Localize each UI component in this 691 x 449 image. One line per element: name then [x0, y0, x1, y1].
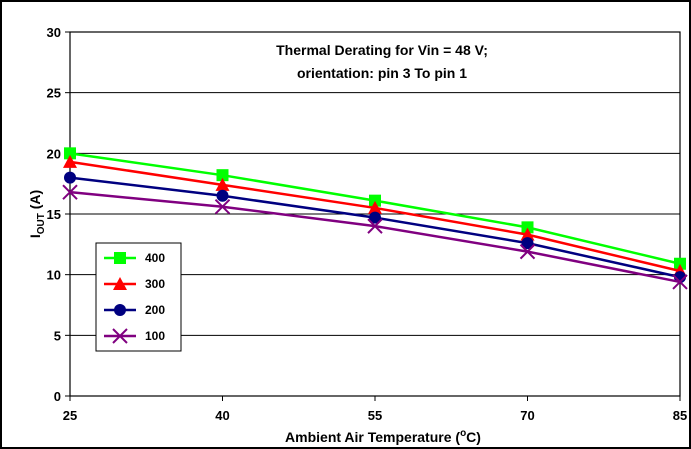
- data-point-400-70: [521, 221, 534, 234]
- data-point-400-55: [369, 194, 381, 207]
- y-tick-label-15: 15: [47, 207, 61, 222]
- legend: 400 300 200 100: [95, 242, 182, 352]
- x-axis-label-main: Ambient Air Temperature (: [285, 429, 460, 445]
- x-tick-label-55: 55: [368, 408, 382, 423]
- legend-box: [95, 242, 182, 352]
- data-point-400-25: [64, 147, 76, 160]
- x-axis-ticks: 25 40 55 70 85: [63, 396, 687, 423]
- y-tick-label-30: 30: [47, 25, 61, 40]
- data-point-100-85: [672, 274, 688, 290]
- x-tick-label-70: 70: [520, 408, 534, 423]
- x-axis-label-tail: C): [466, 429, 481, 445]
- data-point-300-25: [63, 154, 77, 168]
- data-point-100-40: [214, 199, 231, 215]
- series-400: [64, 147, 686, 270]
- data-point-400-40: [216, 169, 229, 182]
- y-tick-label-10: 10: [47, 268, 61, 283]
- series-100: [62, 184, 688, 290]
- series-group: [62, 147, 688, 290]
- data-point-100-55: [367, 218, 383, 234]
- data-point-200-40: [216, 189, 229, 202]
- y-axis-label-sub: OUT: [36, 213, 47, 234]
- data-point-400-85: [674, 257, 686, 270]
- x-tick-label-40: 40: [215, 408, 229, 423]
- y-axis-ticks: 0 5 10 15 20 25 30: [47, 25, 70, 404]
- data-point-300-55: [368, 200, 382, 214]
- y-tick-label-25: 25: [47, 86, 61, 101]
- series-200: [64, 171, 686, 284]
- y-tick-label-0: 0: [54, 389, 61, 404]
- data-point-200-70: [521, 237, 534, 250]
- x-tick-label-25: 25: [63, 408, 77, 423]
- y-axis-label: IOUT (A): [27, 190, 47, 238]
- y-axis-label-tail: (A): [27, 190, 43, 213]
- legend-marker-400: [114, 252, 126, 264]
- legend-label-200: 200: [145, 303, 165, 317]
- chart-title-line-1: Thermal Derating for Vin = 48 V;: [276, 42, 488, 58]
- legend-marker-200: [114, 304, 126, 316]
- data-point-300-40: [215, 177, 230, 191]
- x-tick-label-85: 85: [673, 408, 687, 423]
- data-point-200-55: [369, 211, 381, 224]
- data-point-100-70: [519, 243, 536, 260]
- y-tick-label-20: 20: [47, 146, 61, 161]
- y-tick-label-5: 5: [54, 328, 61, 343]
- x-axis-label: Ambient Air Temperature (oC): [285, 428, 481, 445]
- legend-marker-300: [113, 277, 127, 290]
- y-axis-label-main: I: [27, 234, 43, 238]
- data-point-100-25: [62, 184, 78, 200]
- legend-label-100: 100: [145, 329, 165, 343]
- legend-marker-100: [112, 328, 128, 344]
- data-point-300-70: [520, 227, 535, 241]
- x-axis-label-sup: o: [460, 428, 466, 439]
- chart-title-line-2: orientation: pin 3 To pin 1: [297, 65, 467, 81]
- data-point-200-25: [64, 171, 76, 184]
- legend-label-400: 400: [145, 251, 165, 265]
- legend-label-300: 300: [145, 277, 165, 291]
